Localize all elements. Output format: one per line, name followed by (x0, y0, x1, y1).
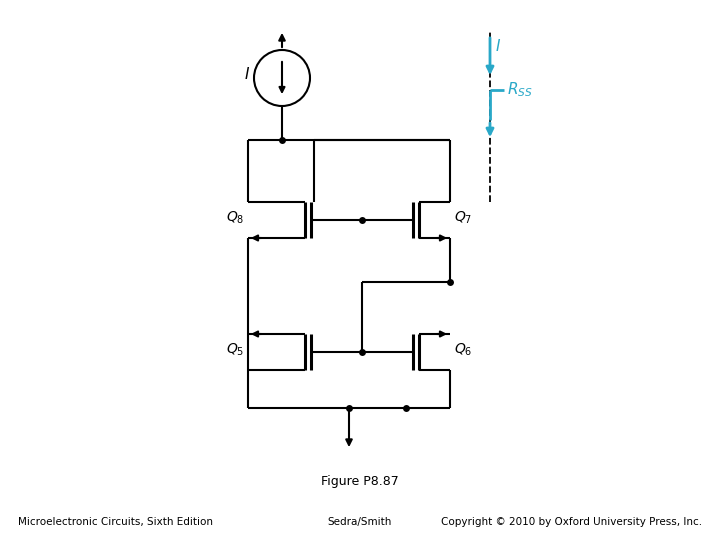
Text: $Q_5$: $Q_5$ (225, 342, 244, 358)
Text: Figure P8.87: Figure P8.87 (321, 476, 399, 489)
Text: Copyright © 2010 by Oxford University Press, Inc.: Copyright © 2010 by Oxford University Pr… (441, 517, 702, 527)
Text: $I$: $I$ (495, 38, 501, 54)
Text: $R_{SS}$: $R_{SS}$ (507, 80, 533, 99)
Text: Sedra/Smith: Sedra/Smith (328, 517, 392, 527)
Text: $Q_8$: $Q_8$ (225, 210, 244, 226)
Text: $Q_7$: $Q_7$ (454, 210, 472, 226)
Text: Microelectronic Circuits, Sixth Edition: Microelectronic Circuits, Sixth Edition (18, 517, 213, 527)
Text: $I$: $I$ (244, 66, 250, 82)
Text: $Q_6$: $Q_6$ (454, 342, 472, 358)
